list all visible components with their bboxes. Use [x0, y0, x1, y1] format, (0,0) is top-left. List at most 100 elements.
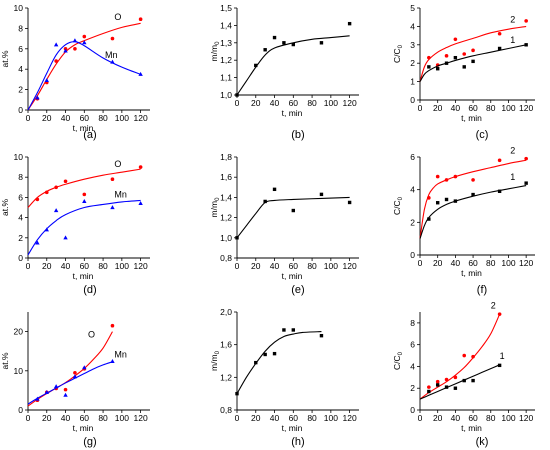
data-point — [63, 235, 68, 240]
data-point — [462, 353, 467, 358]
x-tick-label: 60 — [80, 261, 90, 271]
x-tick-label: 60 — [468, 413, 478, 423]
data-point — [282, 328, 286, 332]
y-axis-title: at.% — [0, 199, 10, 216]
data-point — [435, 379, 440, 384]
x-tick-label: 120 — [343, 413, 357, 423]
data-point — [54, 185, 58, 190]
data-point — [291, 328, 296, 332]
y-tick-label: 4 — [410, 21, 415, 31]
data-point — [72, 38, 78, 43]
fit-line — [419, 44, 527, 82]
series-Mn-g: Mn — [27, 349, 127, 405]
x-tick-label: 120 — [134, 113, 148, 123]
data-point — [254, 360, 258, 365]
y-tick-label: 1,5 — [220, 3, 232, 13]
data-point — [263, 199, 267, 204]
data-point — [462, 378, 466, 383]
panel-label: (k) — [476, 436, 489, 448]
y-tick-label: 2 — [18, 233, 23, 243]
data-point — [44, 227, 49, 232]
x-tick-label: 40 — [61, 113, 71, 123]
data-point — [427, 196, 431, 200]
data-point — [54, 59, 58, 63]
data-point — [282, 41, 286, 45]
data-point — [435, 174, 440, 179]
x-tick-label: 120 — [134, 413, 148, 423]
fit-line — [236, 196, 350, 239]
x-tick-label: 80 — [486, 103, 496, 113]
data-point — [471, 192, 475, 197]
panel-label: (c) — [476, 129, 489, 141]
data-point — [427, 385, 431, 389]
x-axis-title: t, min — [73, 423, 94, 433]
data-point — [44, 190, 49, 195]
x-tick-label: 80 — [307, 413, 317, 423]
data-point — [82, 192, 87, 197]
x-tick-label: 80 — [486, 258, 496, 268]
data-point — [435, 67, 440, 71]
data-point — [444, 61, 449, 65]
data-point — [272, 187, 277, 192]
chart-panel-k: 0 20 40 60 80 100 120 0 2 4 6 8 t, min C/C0 2 1 (k) — [392, 301, 535, 448]
x-tick-label: 40 — [451, 103, 461, 113]
y-tick-label: 1,2 — [220, 372, 232, 382]
fit-line — [27, 41, 141, 111]
data-point — [235, 93, 239, 97]
data-point — [110, 36, 115, 41]
series-1-c: 1 — [419, 35, 528, 82]
data-point — [471, 378, 475, 383]
data-point — [497, 363, 502, 368]
series-mass-b — [235, 21, 352, 97]
data-point — [53, 384, 59, 389]
data-point — [524, 19, 528, 23]
x-tick-label: 100 — [115, 261, 129, 271]
data-point — [427, 65, 431, 69]
y-tick-label: 4 — [410, 361, 415, 371]
series-label: O — [88, 329, 95, 339]
x-tick-label: 0 — [418, 103, 423, 113]
y-tick-label: 6 — [18, 192, 23, 202]
x-tick-label: 60 — [80, 413, 90, 423]
y-axis-title: at.% — [0, 352, 10, 369]
x-tick-label: 120 — [343, 261, 357, 271]
fit-line — [419, 364, 500, 400]
x-tick-label: 20 — [433, 103, 443, 113]
x-axis-title: t, min — [73, 271, 94, 281]
fit-line — [27, 361, 113, 405]
y-tick-label: 2 — [410, 217, 415, 227]
series-label: Mn — [114, 349, 127, 359]
chart-panel-h: 0 20 40 60 80 100 120 0,8 1,2 1,6 2,0 t, min m/m0 (h) — [209, 307, 359, 448]
x-tick-label: 60 — [289, 98, 299, 108]
series-O-d: O — [27, 159, 143, 208]
series-label: Mn — [105, 50, 118, 60]
data-point — [82, 199, 87, 204]
y-tick-label: 2 — [410, 58, 415, 68]
fit-line — [419, 25, 527, 82]
panel-label: (a) — [83, 129, 96, 141]
panel-label: (b) — [291, 129, 304, 141]
y-axis-title: m/m0 — [209, 41, 221, 62]
series-label: O — [114, 12, 121, 22]
y-tick-label: 0 — [18, 405, 23, 415]
fit-line — [236, 331, 322, 394]
data-point — [110, 177, 115, 182]
x-tick-label: 100 — [324, 413, 338, 423]
data-point — [63, 179, 68, 184]
data-point — [427, 217, 431, 221]
data-point — [471, 48, 475, 53]
x-tick-label: 60 — [80, 113, 90, 123]
fit-line — [419, 313, 501, 400]
data-point — [497, 158, 502, 163]
chart-panel-f: 0 20 40 60 80 100 120 0 2 4 6 t, min C/C0 2 1 (f) — [392, 146, 535, 296]
x-tick-label: 40 — [270, 261, 280, 271]
x-tick-label: 20 — [42, 413, 52, 423]
x-tick-label: 40 — [451, 413, 461, 423]
y-tick-label: 1,6 — [220, 340, 232, 350]
x-tick-label: 100 — [324, 98, 338, 108]
x-tick-label: 0 — [235, 98, 240, 108]
series-label: 1 — [510, 172, 515, 182]
x-tick-label: 80 — [307, 98, 317, 108]
series-O-a: O — [27, 12, 143, 111]
y-tick-label: 1,0 — [220, 90, 232, 100]
